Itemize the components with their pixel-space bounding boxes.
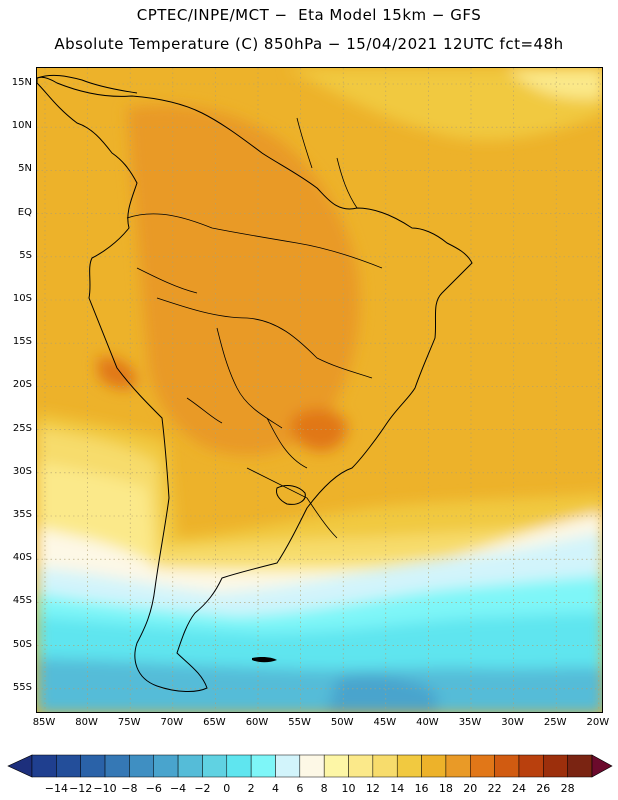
colorbar-label: −10	[93, 782, 117, 795]
lat-label: 15S	[12, 336, 32, 348]
colorbar-label: 4	[271, 782, 279, 795]
falkland-islands	[252, 656, 277, 663]
lagoa-dos-patos	[276, 485, 306, 505]
colorbar-swatch	[153, 754, 179, 778]
colorbar-swatch	[372, 754, 398, 778]
colorbar-swatch	[80, 754, 106, 778]
colorbar-swatch	[31, 754, 57, 778]
map-panel[interactable]	[36, 67, 603, 713]
lat-label: 15N	[11, 77, 32, 88]
colorbar-swatch	[56, 754, 81, 778]
colorbar-swatch	[202, 754, 228, 778]
colorbar-swatch	[275, 754, 301, 778]
band-minus2-0	[37, 658, 602, 712]
title-line-2: Absolute Temperature (C) 850hPa − 15/04/…	[54, 35, 564, 53]
colorbar-swatch	[494, 754, 520, 778]
interior-band-22-24	[290, 408, 348, 452]
lon-label: 65W	[203, 717, 226, 728]
band-minus4-minus2	[327, 674, 437, 712]
colorbar-swatch	[177, 754, 203, 778]
lon-label: 35W	[458, 717, 482, 728]
colorbar-label: 0	[223, 782, 231, 795]
colorbar-label: 16	[414, 782, 429, 795]
lon-label: 75W	[117, 717, 141, 728]
lat-label: 55S	[12, 681, 32, 693]
warm-north-band-12-14	[507, 68, 602, 99]
title-line-1: CPTEC/INPE/MCT − Eta Model 15km − GFS	[136, 6, 482, 24]
colorbar-swatch	[226, 754, 252, 778]
colorbar-swatch	[421, 754, 447, 778]
temperature-map	[37, 68, 602, 712]
colorbar-label: −2	[194, 782, 211, 795]
lat-label: 5S	[19, 249, 32, 261]
colorbar-label: 2	[247, 782, 255, 795]
colorbar-label: −4	[169, 782, 187, 795]
lon-label: 55W	[288, 717, 311, 728]
lat-label: 35S	[12, 509, 32, 520]
colorbar-label: 20	[463, 782, 478, 795]
lon-label: 70W	[160, 717, 184, 728]
lon-label: 60W	[245, 717, 269, 728]
lon-label: 20W	[586, 717, 610, 728]
colorbar	[7, 754, 613, 778]
colorbar-over-triangle	[591, 754, 613, 778]
colorbar-label: 12	[365, 782, 380, 795]
colorbar-label: −12	[69, 782, 93, 795]
lon-label: 80W	[75, 717, 98, 728]
colorbar-label: 8	[320, 782, 328, 795]
colorbar-swatch	[396, 754, 422, 778]
colorbar-label: 22	[487, 782, 502, 795]
caribbean-coastline	[37, 74, 138, 94]
country-borders	[126, 117, 383, 539]
lat-label: 20S	[12, 379, 32, 391]
colorbar-label: 26	[536, 782, 551, 795]
lat-label: 5N	[18, 163, 32, 175]
colorbar-swatch	[323, 754, 349, 778]
lat-label: 25S	[12, 422, 32, 434]
lon-label: 25W	[543, 717, 567, 728]
lat-label: 50S	[12, 638, 32, 650]
lat-label: 40S	[12, 552, 32, 564]
colorbar-label: 18	[438, 782, 453, 795]
colorbar-swatch	[129, 754, 154, 778]
colorbar-swatch	[445, 754, 471, 778]
lat-label: 30S	[12, 465, 32, 477]
interior-band-20-22	[127, 104, 360, 456]
colorbar-swatch	[299, 754, 325, 778]
colorbar-label: −8	[121, 782, 138, 795]
colorbar-swatch	[470, 754, 495, 778]
colorbar-label: 24	[511, 782, 526, 795]
lon-label: 45W	[373, 717, 397, 728]
lat-label: EQ	[17, 206, 32, 218]
colorbar-swatch	[104, 754, 130, 778]
south-america-coastline	[37, 76, 473, 692]
lon-label: 85W	[32, 717, 56, 728]
colorbar-swatch	[348, 754, 374, 778]
colorbar-label: 14	[390, 782, 405, 795]
colorbar-label: −14	[44, 782, 68, 795]
colorbar-label: −6	[145, 782, 162, 795]
colorbar-under-triangle	[7, 754, 33, 778]
lon-label: 50W	[330, 717, 354, 728]
colorbar-label: 10	[341, 782, 356, 795]
colorbar-label: 28	[560, 782, 575, 795]
colorbar-swatch	[250, 754, 276, 778]
colorbar-swatch	[543, 754, 568, 778]
grid-lines	[37, 68, 602, 712]
lat-label: 10S	[12, 293, 32, 304]
lon-label: 40W	[416, 717, 439, 728]
colorbar-swatch	[518, 754, 544, 778]
colorbar-label: 6	[296, 782, 304, 795]
colorbar-swatch	[567, 754, 593, 778]
lon-label: 30W	[501, 717, 524, 728]
lat-label: 10N	[11, 120, 32, 132]
lat-label: 45S	[12, 595, 32, 607]
warm-north-band-16-18	[287, 68, 602, 140]
